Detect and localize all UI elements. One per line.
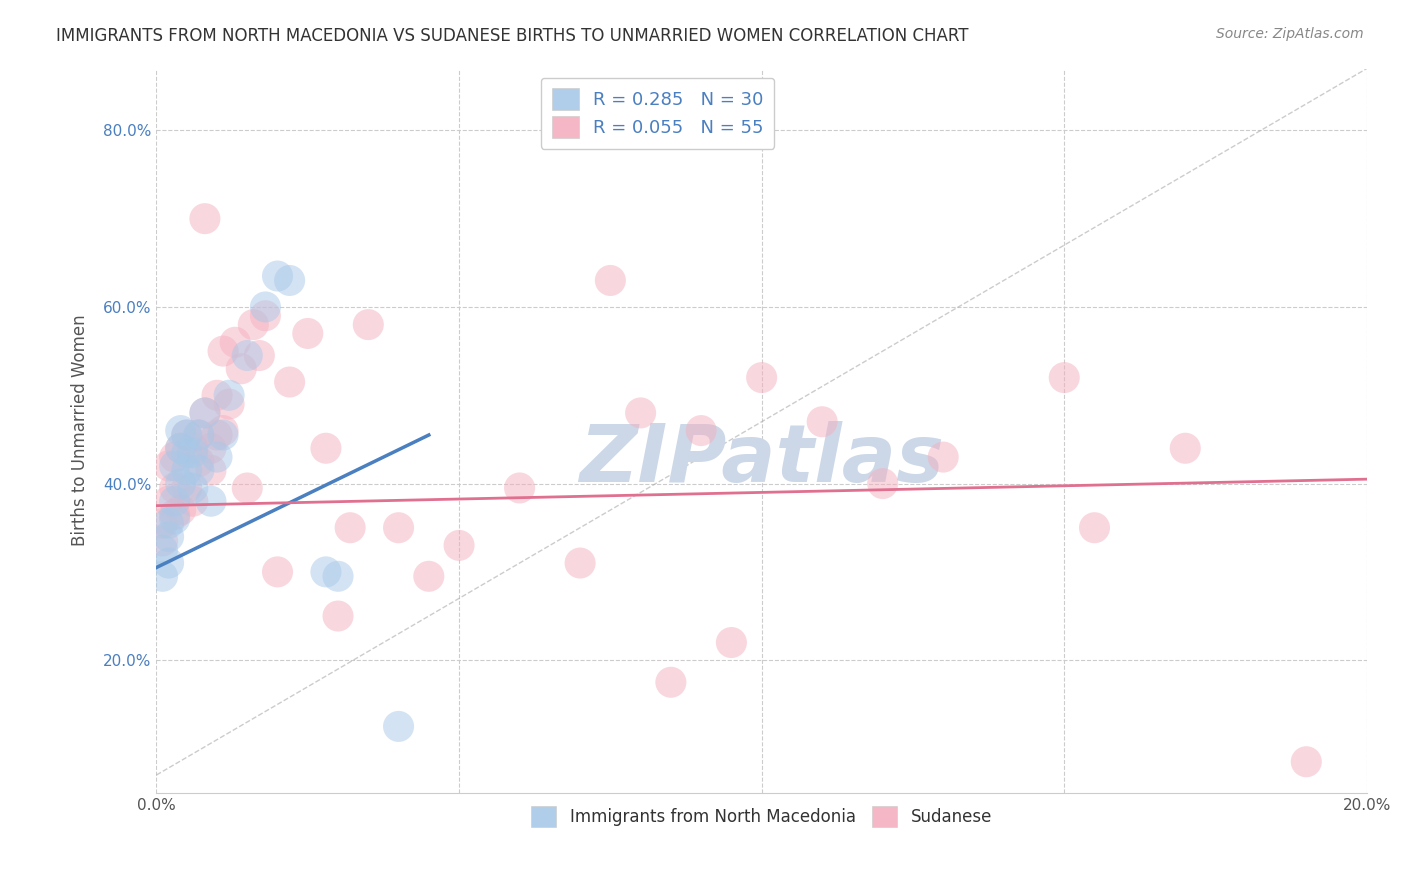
Point [811, 415, 834, 429]
Point [194, 406, 217, 420]
Point [176, 481, 198, 495]
Point [157, 530, 180, 544]
Point [170, 442, 193, 456]
Point [200, 494, 222, 508]
Point [187, 454, 209, 468]
Point [231, 361, 253, 376]
Point [212, 344, 235, 359]
Point [509, 481, 531, 495]
Point [297, 326, 319, 341]
Point [163, 450, 186, 464]
Point [181, 494, 204, 508]
Point [449, 538, 471, 552]
Point [200, 463, 222, 477]
Point [326, 569, 349, 583]
Point [212, 428, 235, 442]
Point [254, 309, 277, 323]
Point [720, 635, 742, 649]
Point [326, 609, 349, 624]
Point [218, 397, 240, 411]
Point [152, 516, 174, 531]
Point [163, 481, 186, 495]
Point [194, 211, 217, 226]
Point [212, 424, 235, 438]
Point [152, 533, 174, 548]
Point [157, 458, 180, 473]
Point [387, 719, 409, 733]
Point [254, 300, 277, 314]
Point [187, 428, 209, 442]
Point [315, 565, 337, 579]
Point [1053, 370, 1076, 384]
Point [200, 442, 222, 456]
Point [181, 481, 204, 495]
Point [1174, 442, 1197, 456]
Point [218, 388, 240, 402]
Point [163, 494, 186, 508]
Point [315, 442, 337, 456]
Point [872, 476, 894, 491]
Point [236, 481, 259, 495]
Point [194, 406, 217, 420]
Point [176, 428, 198, 442]
Legend: Immigrants from North Macedonia, Sudanese: Immigrants from North Macedonia, Sudanes… [523, 798, 1000, 835]
Point [187, 463, 209, 477]
Point [181, 442, 204, 456]
Point [630, 406, 652, 420]
Point [157, 494, 180, 508]
Point [932, 450, 955, 464]
Point [157, 556, 180, 570]
Point [176, 445, 198, 459]
Point [170, 442, 193, 456]
Point [176, 463, 198, 477]
Point [163, 508, 186, 522]
Point [163, 512, 186, 526]
Text: Source: ZipAtlas.com: Source: ZipAtlas.com [1216, 27, 1364, 41]
Y-axis label: Births to Unmarried Women: Births to Unmarried Women [72, 315, 89, 547]
Point [242, 318, 264, 332]
Point [690, 424, 713, 438]
Point [266, 565, 288, 579]
Point [224, 335, 246, 350]
Point [205, 450, 228, 464]
Point [157, 516, 180, 531]
Point [751, 370, 773, 384]
Point [187, 428, 209, 442]
Text: IMMIGRANTS FROM NORTH MACEDONIA VS SUDANESE BIRTHS TO UNMARRIED WOMEN CORRELATIO: IMMIGRANTS FROM NORTH MACEDONIA VS SUDAN… [56, 27, 969, 45]
Point [599, 273, 621, 287]
Point [339, 521, 361, 535]
Point [1083, 521, 1105, 535]
Point [278, 273, 301, 287]
Text: ZIPatlas: ZIPatlas [579, 420, 945, 499]
Point [152, 542, 174, 557]
Point [357, 318, 380, 332]
Point [205, 388, 228, 402]
Point [170, 503, 193, 517]
Point [205, 428, 228, 442]
Point [170, 476, 193, 491]
Point [569, 556, 592, 570]
Point [1295, 755, 1317, 769]
Point [236, 349, 259, 363]
Point [266, 268, 288, 283]
Point [278, 375, 301, 389]
Point [170, 424, 193, 438]
Point [247, 349, 270, 363]
Point [181, 445, 204, 459]
Point [152, 569, 174, 583]
Point [387, 521, 409, 535]
Point [418, 569, 440, 583]
Point [163, 458, 186, 473]
Point [176, 428, 198, 442]
Point [659, 675, 682, 690]
